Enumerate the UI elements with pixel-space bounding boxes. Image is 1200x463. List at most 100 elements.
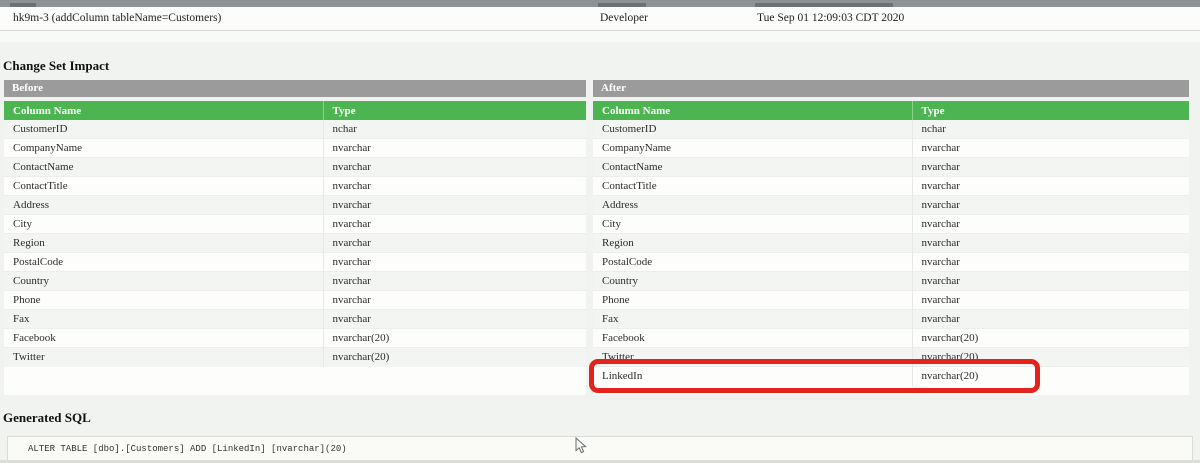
table-cell: PostalCode <box>593 252 913 272</box>
before-table-header-row: Column Name Type <box>4 101 586 120</box>
table-row: PostalCode nvarchar <box>593 252 1189 272</box>
after-table-header-row: Column Name Type <box>593 101 1189 120</box>
table-row: ContactTitle nvarchar <box>593 176 1189 196</box>
table-cell: nvarchar(20) <box>912 328 1189 348</box>
table-cell: LinkedIn <box>593 366 913 386</box>
table-row: Region nvarchar <box>4 233 586 253</box>
table-cell: nvarchar(20) <box>912 366 1189 386</box>
table-cell: nvarchar <box>323 176 586 196</box>
table-cell: CustomerID <box>4 120 324 139</box>
table-cell: ContactName <box>4 157 324 177</box>
table-cell: nvarchar <box>912 252 1189 272</box>
table-cell: Fax <box>4 309 324 329</box>
table-cell: nvarchar <box>323 157 586 177</box>
table-row: CompanyName nvarchar <box>593 138 1189 158</box>
cutoff-header-text <box>10 3 36 7</box>
cutoff-table-header <box>0 0 1200 7</box>
before-panel: Before Column Name Type CustomerID nchar C… <box>4 80 586 395</box>
table-cell: Facebook <box>4 328 324 348</box>
before-panel-body: Column Name Type CustomerID nchar CompanyN… <box>4 101 586 395</box>
table-cell: nvarchar(20) <box>912 347 1189 367</box>
table-row: Country nvarchar <box>4 271 586 291</box>
table-cell: nvarchar <box>912 309 1189 329</box>
table-row: Fax nvarchar <box>4 309 586 329</box>
table-row: Facebook nvarchar(20) <box>593 328 1189 348</box>
before-panel-title: Before <box>4 80 586 97</box>
generated-sql-box: ALTER TABLE [dbo].[Customers] ADD [Linke… <box>7 436 1193 463</box>
table-cell: Address <box>4 195 324 215</box>
cutoff-header-text <box>755 3 893 7</box>
table-cell: nvarchar <box>912 176 1189 196</box>
before-table: Column Name Type CustomerID nchar CompanyN… <box>4 101 586 367</box>
changeset-row: hk9m-3 (addColumn tableName=Customers) D… <box>0 7 1200 31</box>
after-panel-title: After <box>593 80 1189 97</box>
table-row: Twitter nvarchar(20) <box>4 347 586 367</box>
table-row: Phone nvarchar <box>4 290 586 310</box>
bottom-cutoff-strip <box>0 460 1200 463</box>
table-cell: Country <box>593 271 913 291</box>
changeset-row-spacer <box>0 31 1200 42</box>
generated-sql-title: Generated SQL <box>3 410 91 425</box>
table-cell: nvarchar <box>912 138 1189 158</box>
table-cell: City <box>4 214 324 234</box>
table-cell: nvarchar <box>912 195 1189 215</box>
table-cell: nchar <box>323 120 586 139</box>
table-cell: Phone <box>4 290 324 310</box>
table-cell: Twitter <box>4 347 324 367</box>
table-cell: ContactTitle <box>593 176 913 196</box>
table-cell: nvarchar <box>912 233 1189 253</box>
table-cell: Phone <box>593 290 913 310</box>
table-row: ContactName nvarchar <box>4 157 586 177</box>
table-row: Twitter nvarchar(20) <box>593 347 1189 367</box>
table-cell: nvarchar <box>323 195 586 215</box>
table-cell: nvarchar(20) <box>323 328 586 348</box>
before-type-header: Type <box>323 101 586 120</box>
table-cell: CompanyName <box>4 138 324 158</box>
table-cell: Country <box>4 271 324 291</box>
table-row: CustomerID nchar <box>593 120 1189 139</box>
table-cell: nvarchar <box>912 214 1189 234</box>
table-row: PostalCode nvarchar <box>4 252 586 272</box>
impact-section-title: Change Set Impact <box>3 58 110 73</box>
table-cell: nvarchar <box>912 290 1189 310</box>
table-cell: CompanyName <box>593 138 913 158</box>
table-row: Phone nvarchar <box>593 290 1189 310</box>
table-row: LinkedIn nvarchar(20) <box>593 366 1189 386</box>
table-cell: PostalCode <box>4 252 324 272</box>
changeset-author: Developer <box>600 12 648 24</box>
table-cell: ContactTitle <box>4 176 324 196</box>
after-panel-body: Column Name Type CustomerID nchar CompanyN… <box>593 101 1189 395</box>
table-cell: nvarchar <box>323 309 586 329</box>
table-row: Fax nvarchar <box>593 309 1189 329</box>
table-cell: CustomerID <box>593 120 913 139</box>
table-cell: nvarchar <box>323 252 586 272</box>
table-cell: nvarchar <box>323 233 586 253</box>
table-cell: Facebook <box>593 328 913 348</box>
table-row: Country nvarchar <box>593 271 1189 291</box>
table-cell: nvarchar <box>323 214 586 234</box>
table-cell: nvarchar(20) <box>323 347 586 367</box>
table-cell: nvarchar <box>912 271 1189 291</box>
table-cell: Twitter <box>593 347 913 367</box>
before-column-name-header: Column Name <box>4 101 324 120</box>
after-panel: After Column Name Type CustomerID nchar Co… <box>593 80 1189 395</box>
after-type-header: Type <box>912 101 1189 120</box>
table-cell: nvarchar <box>912 157 1189 177</box>
generated-sql-statement: ALTER TABLE [dbo].[Customers] ADD [Linke… <box>28 444 347 454</box>
table-cell: nvarchar <box>323 271 586 291</box>
table-cell: City <box>593 214 913 234</box>
table-cell: Fax <box>593 309 913 329</box>
after-table: Column Name Type CustomerID nchar CompanyN… <box>593 101 1189 386</box>
table-cell: Region <box>593 233 913 253</box>
table-cell: ContactName <box>593 157 913 177</box>
changeset-date-executed: Tue Sep 01 12:09:03 CDT 2020 <box>757 12 905 24</box>
cutoff-header-text <box>598 3 646 7</box>
table-cell: Address <box>593 195 913 215</box>
table-row: City nvarchar <box>593 214 1189 234</box>
table-row: CompanyName nvarchar <box>4 138 586 158</box>
table-cell: nchar <box>912 120 1189 139</box>
table-cell: nvarchar <box>323 290 586 310</box>
table-row: ContactName nvarchar <box>593 157 1189 177</box>
table-row: Facebook nvarchar(20) <box>4 328 586 348</box>
